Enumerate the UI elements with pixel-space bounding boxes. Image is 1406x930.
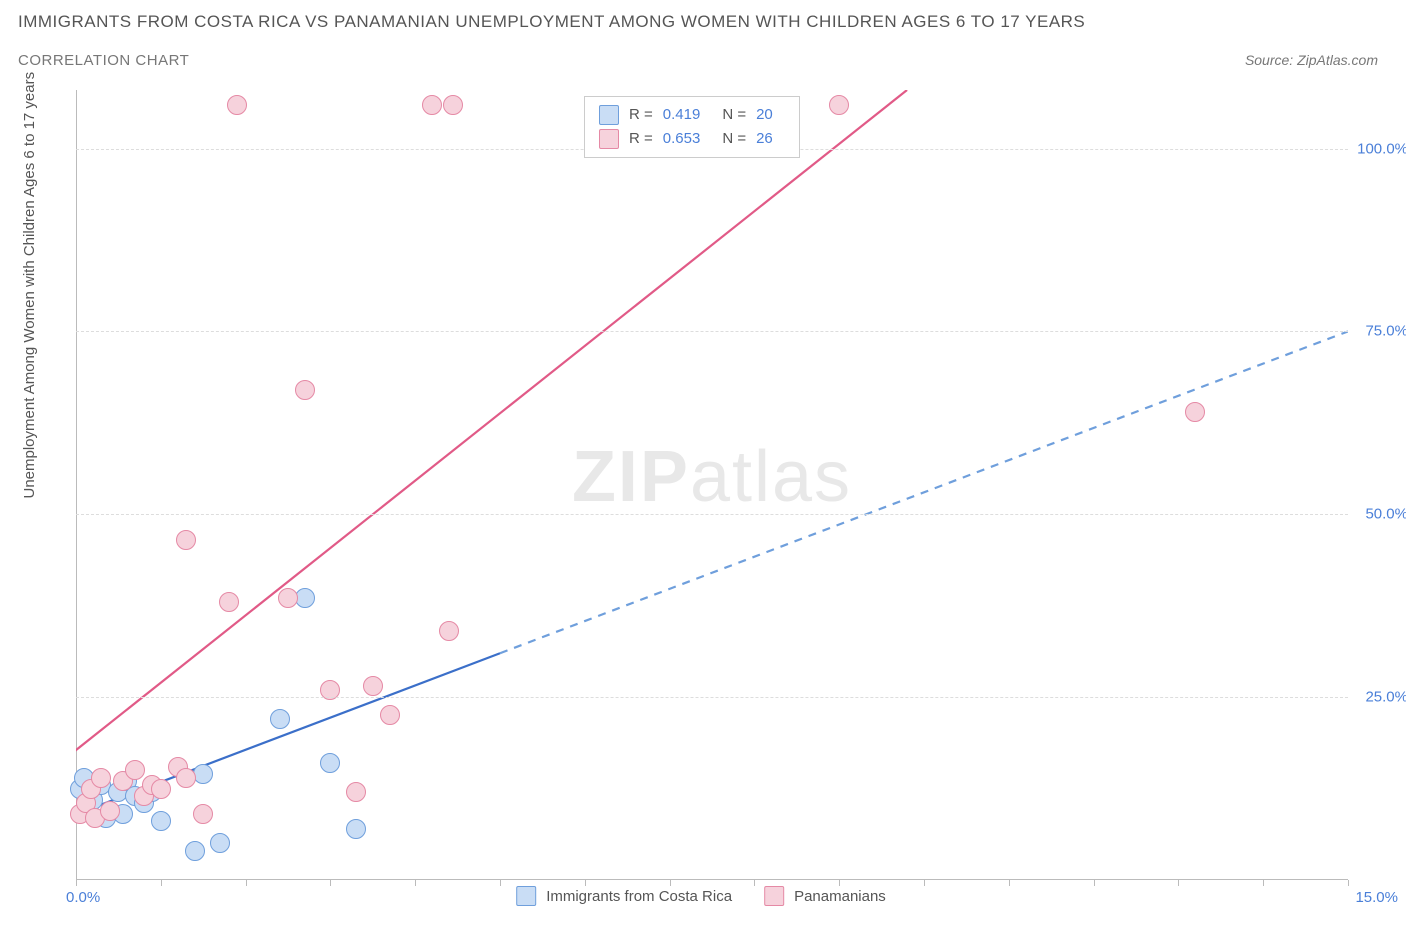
scatter-point xyxy=(125,760,145,780)
legend-stats-row: R = 0.419 N = 20 xyxy=(599,103,785,127)
legend-stats-box: R = 0.419 N = 20 R = 0.653 N = 26 xyxy=(584,96,800,158)
x-tick xyxy=(161,880,162,886)
n-value: 26 xyxy=(756,127,773,151)
x-tick xyxy=(1009,880,1010,886)
legend-bottom: Immigrants from Costa Rica Panamanians xyxy=(516,886,908,906)
x-tick xyxy=(924,880,925,886)
x-tick xyxy=(1094,880,1095,886)
n-label: N = xyxy=(722,127,746,151)
grid-line-h xyxy=(76,514,1348,515)
x-tick xyxy=(246,880,247,886)
scatter-point xyxy=(270,709,290,729)
scatter-point xyxy=(346,782,366,802)
plot-region: ZIPatlas 25.0%50.0%75.0%100.0% 0.0% 15.0… xyxy=(76,90,1348,880)
legend-stats-row: R = 0.653 N = 26 xyxy=(599,127,785,151)
scatter-point xyxy=(151,811,171,831)
x-tick xyxy=(415,880,416,886)
trend-lines-svg xyxy=(76,90,1348,880)
scatter-point xyxy=(439,621,459,641)
r-value: 0.419 xyxy=(663,103,701,127)
chart-area: Unemployment Among Women with Children A… xyxy=(48,90,1350,880)
r-value: 0.653 xyxy=(663,127,701,151)
watermark-light: atlas xyxy=(690,437,852,517)
scatter-point xyxy=(829,95,849,115)
y-tick-label: 75.0% xyxy=(1365,323,1406,340)
x-tick xyxy=(330,880,331,886)
scatter-point xyxy=(176,768,196,788)
scatter-point xyxy=(295,380,315,400)
trend-line xyxy=(500,331,1348,653)
legend-swatch xyxy=(516,886,536,906)
scatter-point xyxy=(320,753,340,773)
chart-title: IMMIGRANTS FROM COSTA RICA VS PANAMANIAN… xyxy=(18,12,1085,32)
scatter-point xyxy=(193,804,213,824)
watermark: ZIPatlas xyxy=(572,436,852,518)
scatter-point xyxy=(363,676,383,696)
legend-swatch xyxy=(599,105,619,125)
y-tick-label: 50.0% xyxy=(1365,506,1406,523)
x-tick xyxy=(1348,880,1349,886)
n-label: N = xyxy=(722,103,746,127)
r-label: R = xyxy=(629,127,653,151)
legend-swatch xyxy=(764,886,784,906)
x-tick-label-max: 15.0% xyxy=(1355,889,1398,906)
scatter-point xyxy=(380,705,400,725)
watermark-bold: ZIP xyxy=(572,437,690,517)
chart-subtitle: CORRELATION CHART xyxy=(18,52,189,69)
scatter-point xyxy=(193,764,213,784)
x-tick-label-min: 0.0% xyxy=(66,889,100,906)
y-axis-label: Unemployment Among Women with Children A… xyxy=(21,72,38,499)
scatter-point xyxy=(91,768,111,788)
grid-line-h xyxy=(76,697,1348,698)
scatter-point xyxy=(1185,402,1205,422)
scatter-point xyxy=(176,530,196,550)
y-axis-line xyxy=(76,90,77,880)
legend-swatch xyxy=(599,129,619,149)
n-value: 20 xyxy=(756,103,773,127)
y-tick-label: 100.0% xyxy=(1357,140,1406,157)
trend-line xyxy=(76,90,907,770)
y-tick-label: 25.0% xyxy=(1365,689,1406,706)
scatter-point xyxy=(151,779,171,799)
scatter-point xyxy=(227,95,247,115)
scatter-point xyxy=(100,801,120,821)
legend-series-label: Immigrants from Costa Rica xyxy=(546,888,732,905)
scatter-point xyxy=(185,841,205,861)
scatter-point xyxy=(210,833,230,853)
scatter-point xyxy=(346,819,366,839)
r-label: R = xyxy=(629,103,653,127)
x-tick xyxy=(76,880,77,886)
scatter-point xyxy=(443,95,463,115)
x-axis-line xyxy=(76,879,1348,880)
x-tick xyxy=(1263,880,1264,886)
scatter-point xyxy=(422,95,442,115)
source-credit: Source: ZipAtlas.com xyxy=(1245,52,1378,68)
scatter-point xyxy=(278,588,298,608)
grid-line-h xyxy=(76,331,1348,332)
scatter-point xyxy=(219,592,239,612)
x-tick xyxy=(1178,880,1179,886)
legend-series-label: Panamanians xyxy=(794,888,886,905)
x-tick xyxy=(500,880,501,886)
